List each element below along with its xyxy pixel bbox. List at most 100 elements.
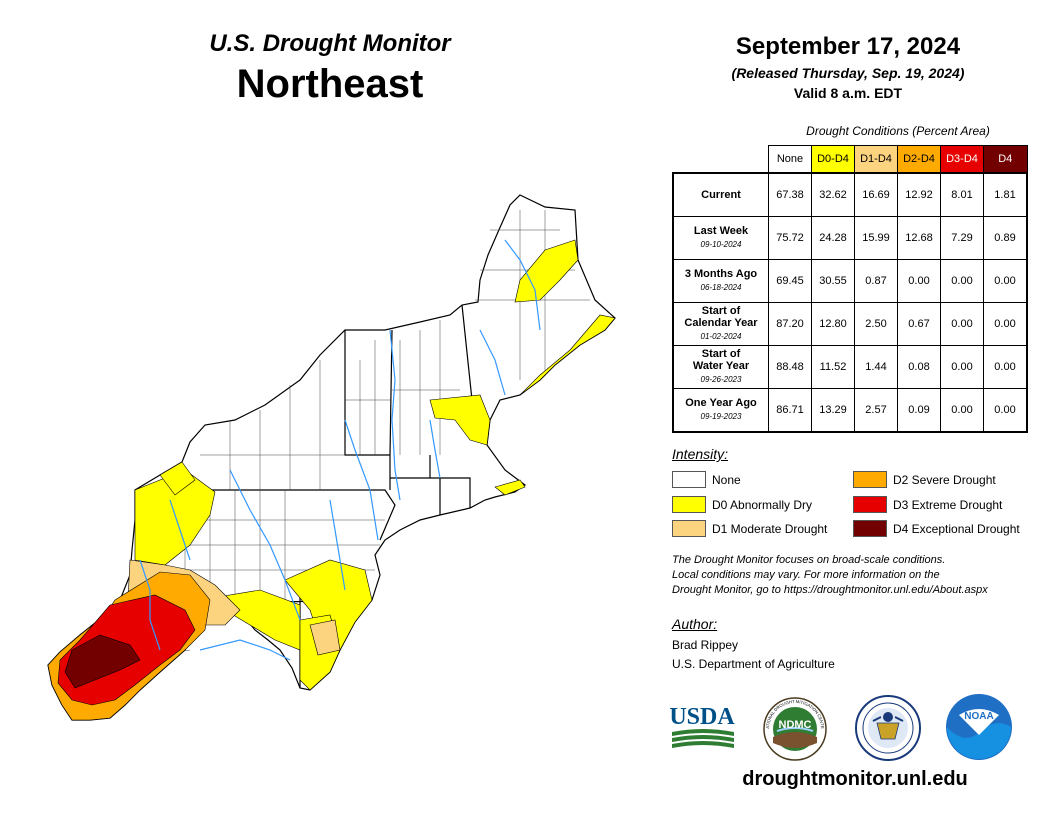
table-cell: 0.09 <box>897 388 941 433</box>
table-cell: 13.29 <box>811 388 855 433</box>
legend-swatch-d1 <box>672 520 706 537</box>
d0-area-cape <box>494 479 526 496</box>
legend-label: D4 Exceptional Drought <box>893 521 1020 536</box>
river-merrimack <box>429 419 441 479</box>
legend-swatch-d0 <box>672 496 706 513</box>
usda-logo: USDA <box>669 704 735 748</box>
table-cell: 8.01 <box>940 172 984 217</box>
table-row: One Year Ago 09-19-2023 86.71 13.29 2.57 0.09… <box>672 388 1028 433</box>
table-row: 3 Months Ago 06-18-2024 69.45 30.55 0.87 0.00… <box>672 259 1028 303</box>
title-block: U.S. Drought Monitor Northeast <box>130 30 530 107</box>
legend-item-none: None <box>672 471 741 488</box>
legend-label: D0 Abnormally Dry <box>712 497 813 512</box>
row-label: Start of Water Year 09-26-2023 <box>672 345 769 389</box>
table-cell: 2.57 <box>854 388 898 433</box>
row-label-line: Start of <box>701 305 741 317</box>
river-potomac <box>199 639 291 661</box>
row-date: 09-19-2023 <box>700 412 742 421</box>
noaa-logo-text: NOAA <box>964 711 993 722</box>
legend-swatch-d3 <box>853 496 887 513</box>
col-header-d2-d4: D2-D4 <box>897 145 941 174</box>
table-cell: 0.00 <box>983 259 1028 303</box>
d4-area-wv <box>64 634 141 689</box>
table-row: Start of Water Year 09-26-2023 88.48 11.52 1.… <box>672 345 1028 389</box>
table-cell: 88.48 <box>768 345 812 389</box>
date-block: September 17, 2024 (Released Thursday, S… <box>668 33 1028 101</box>
table-cell: 12.68 <box>897 216 941 260</box>
table-cell: 75.72 <box>768 216 812 260</box>
website-url[interactable]: droughtmonitor.unl.edu <box>742 768 968 790</box>
table-cell: 16.69 <box>854 172 898 217</box>
table-cell: 87.20 <box>768 302 812 346</box>
river-hudson <box>344 419 379 541</box>
drought-areas <box>47 239 616 721</box>
d0-area-ny-west <box>159 461 196 496</box>
table-corner <box>673 146 769 174</box>
river-connecticut <box>389 329 401 501</box>
row-label: Last Week 09-10-2024 <box>672 216 769 260</box>
row-label-line: Calendar Year <box>684 317 758 329</box>
legend-item-d4: D4 Exceptional Drought <box>853 520 1020 537</box>
map-date: September 17, 2024 <box>735 33 961 60</box>
legend-item-d2: D2 Severe Drought <box>853 471 996 488</box>
row-label: Current <box>672 172 769 217</box>
author-organization: U.S. Department of Agriculture <box>672 657 835 671</box>
table-cell: 12.92 <box>897 172 941 217</box>
row-date: 06-18-2024 <box>700 283 742 292</box>
table-cell: 15.99 <box>854 216 898 260</box>
note-line: Local conditions may vary. For more info… <box>672 569 940 581</box>
row-date: 01-02-2024 <box>700 332 742 341</box>
legend-swatch-none <box>672 471 706 488</box>
row-label-line: Start of <box>701 348 741 360</box>
note-line: Drought Monitor, go to https://droughtmo… <box>672 584 988 596</box>
table-caption: Drought Conditions (Percent Area) <box>806 124 990 138</box>
legend-label: D1 Moderate Drought <box>712 521 828 536</box>
table-cell: 24.28 <box>811 216 855 260</box>
d0-area-nh-coast <box>429 394 491 446</box>
table-cell: 1.81 <box>983 172 1028 217</box>
table-row: Current 67.38 32.62 16.69 12.92 8.01 1.81 <box>672 172 1028 217</box>
legend-title: Intensity: <box>672 446 729 462</box>
table-cell: 0.00 <box>983 345 1028 389</box>
table-cell: 12.80 <box>811 302 855 346</box>
table-cell: 0.00 <box>897 259 941 303</box>
row-label-line: One Year Ago <box>685 397 757 409</box>
table-cell: 0.89 <box>983 216 1028 260</box>
table-cell: 0.67 <box>897 302 941 346</box>
author-name: Brad Rippey <box>672 638 739 652</box>
rivers <box>139 239 541 661</box>
river-allegheny <box>169 499 191 561</box>
col-header-d3-d4: D3-D4 <box>940 145 984 174</box>
row-label-line: Last Week <box>693 225 749 237</box>
legend-label: D3 Extreme Drought <box>893 497 1003 512</box>
legend-item-d1: D1 Moderate Drought <box>672 520 827 537</box>
col-header-d0-d4: D0-D4 <box>811 145 855 174</box>
release-date: (Released Thursday, Sep. 19, 2024) <box>731 65 965 81</box>
table-cell: 0.00 <box>940 345 984 389</box>
table-cell: 0.00 <box>940 388 984 433</box>
map-title: Northeast <box>236 62 424 106</box>
map-subtitle: U.S. Drought Monitor <box>209 30 451 57</box>
river-ohio <box>139 559 161 651</box>
d0-area-maine-coast <box>519 314 616 396</box>
row-label: One Year Ago 09-19-2023 <box>672 388 769 433</box>
noaa-logo: NOAA <box>946 694 1012 760</box>
drought-map <box>47 194 616 721</box>
d0-area-maine-north <box>514 239 579 303</box>
row-label: 3 Months Ago 06-18-2024 <box>672 259 769 303</box>
row-label-line: 3 Months Ago <box>684 268 758 280</box>
legend-swatch-d4 <box>853 520 887 537</box>
row-label: Start of Calendar Year 01-02-2024 <box>672 302 769 346</box>
table-row: Last Week 09-10-2024 75.72 24.28 15.99 12.68 7… <box>672 216 1028 260</box>
col-header-d1-d4: D1-D4 <box>854 145 898 174</box>
table-cell: 0.08 <box>897 345 941 389</box>
author-label: Author: <box>672 616 718 632</box>
river-kennebec <box>479 329 506 396</box>
row-label-line: Water Year <box>692 360 750 372</box>
table-cell: 67.38 <box>768 172 812 217</box>
row-date: 09-10-2024 <box>700 240 742 249</box>
table-cell: 86.71 <box>768 388 812 433</box>
table-cell: 0.87 <box>854 259 898 303</box>
table-cell: 0.00 <box>940 302 984 346</box>
d1-area-md <box>309 619 341 656</box>
